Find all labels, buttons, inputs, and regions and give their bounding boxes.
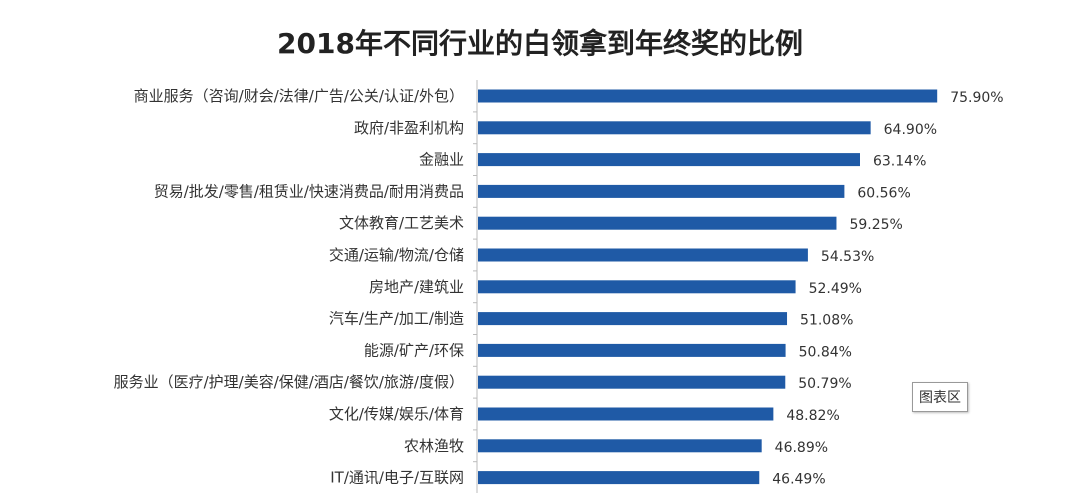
- category-label: 贸易/批发/零售/租赁业/快速消费品/耐用消费品: [154, 182, 464, 200]
- data-label: 64.90%: [884, 122, 937, 138]
- bar: [478, 439, 762, 453]
- category-label: 交通/运输/物流/仓储: [329, 246, 464, 264]
- bar: [478, 153, 860, 167]
- category-label: 政府/非盈利机构: [354, 119, 464, 137]
- data-label: 46.89%: [775, 440, 828, 456]
- bar: [478, 184, 845, 198]
- category-label: 商业服务（咨询/财会/法律/广告/公关/认证/外包）: [134, 87, 464, 105]
- data-label: 50.79%: [798, 376, 851, 392]
- category-label: IT/通讯/电子/互联网: [330, 469, 464, 487]
- bar: [478, 216, 837, 230]
- bar: [478, 248, 808, 262]
- data-label: 60.56%: [857, 185, 910, 201]
- category-label: 文体教育/工艺美术: [339, 214, 464, 232]
- data-label: 54.53%: [821, 249, 874, 265]
- data-label: 63.14%: [873, 154, 926, 170]
- data-label: 46.49%: [772, 472, 825, 488]
- bar: [478, 471, 760, 485]
- category-label: 文化/传媒/娱乐/体育: [329, 405, 464, 423]
- bar: [478, 280, 796, 294]
- category-label: 服务业（医疗/护理/美容/保健/酒店/餐饮/旅游/度假）: [114, 373, 464, 391]
- data-label: 59.25%: [849, 217, 902, 233]
- chart-title: 2018年不同行业的白领拿到年终奖的比例: [277, 27, 803, 60]
- category-label: 金融业: [419, 151, 464, 169]
- data-label: 52.49%: [809, 281, 862, 297]
- bar: [478, 89, 938, 103]
- bar: [478, 312, 788, 326]
- category-label: 农林渔牧: [404, 437, 464, 455]
- chart-area-tooltip: 图表区: [912, 382, 968, 412]
- bar: [478, 375, 786, 389]
- bar: [478, 121, 871, 135]
- category-label: 房地产/建筑业: [369, 278, 464, 296]
- category-label: 能源/矿产/环保: [364, 341, 464, 359]
- data-label: 48.82%: [786, 408, 839, 424]
- data-label: 50.84%: [799, 344, 852, 360]
- data-label: 75.90%: [950, 90, 1003, 106]
- bar: [478, 407, 774, 421]
- data-label: 51.08%: [800, 313, 853, 329]
- bar: [478, 343, 786, 357]
- category-label: 汽车/生产/加工/制造: [329, 310, 464, 328]
